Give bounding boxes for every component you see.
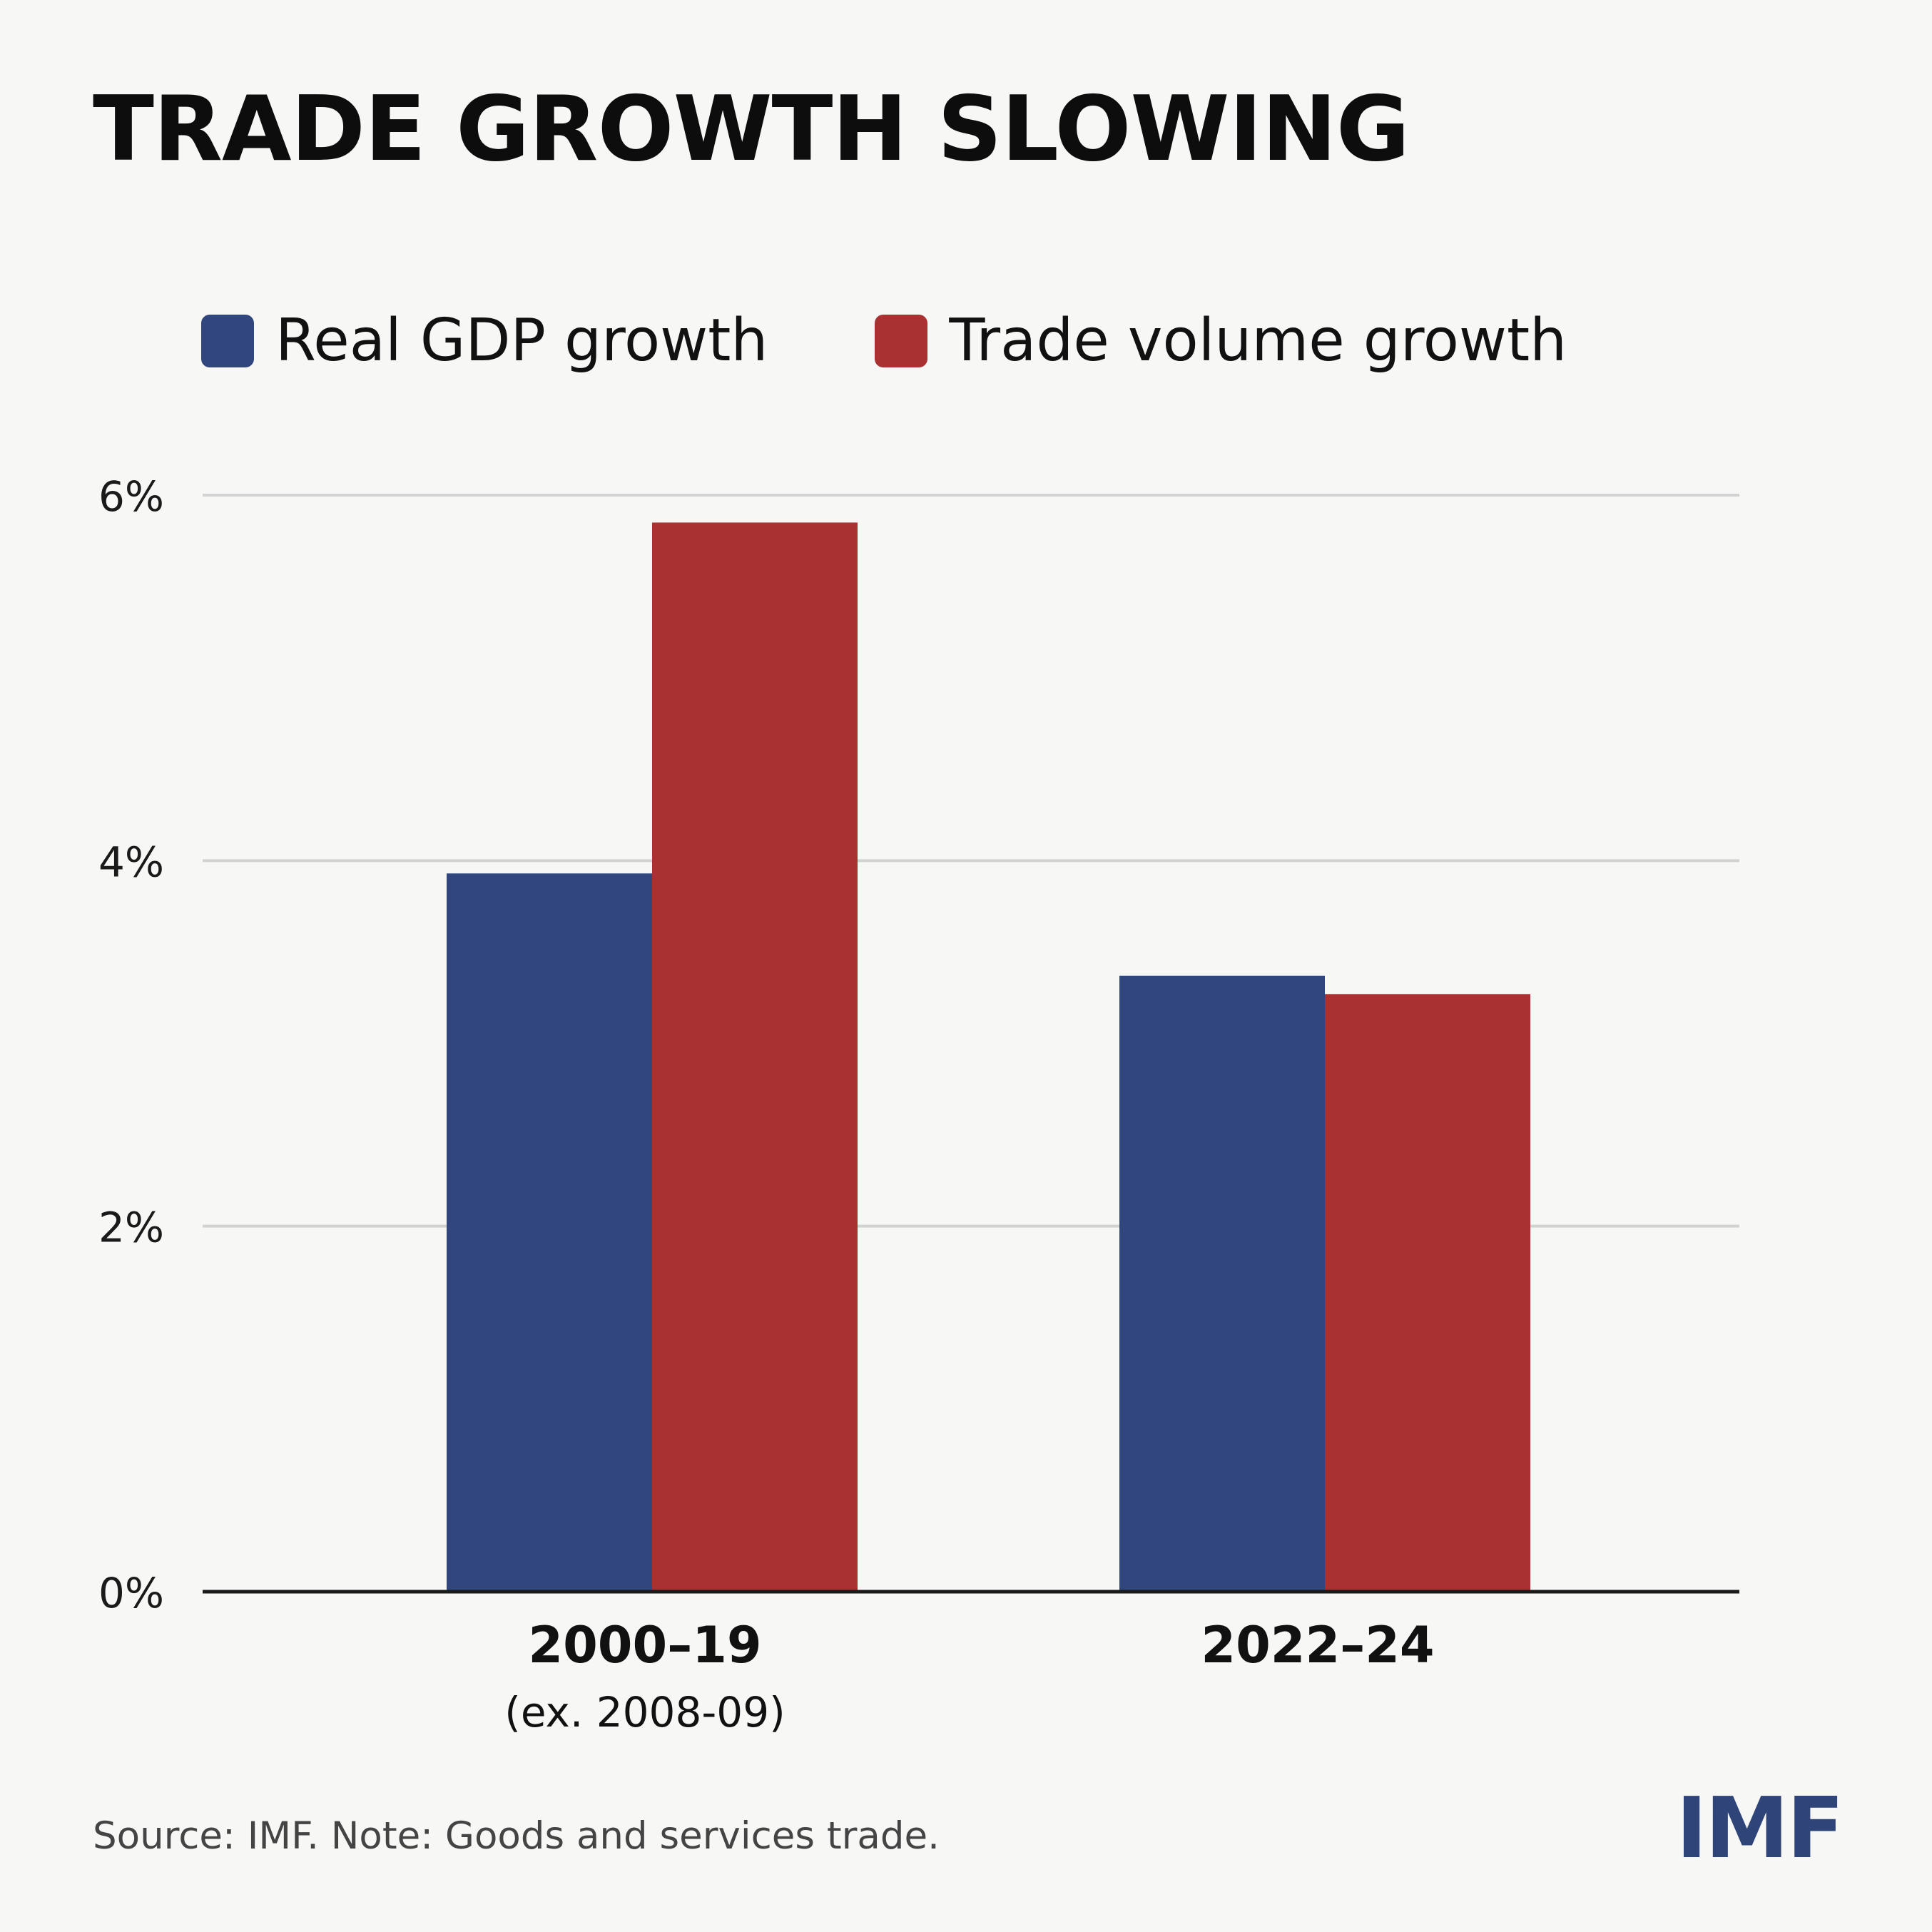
- bar-trade-volume-1: [1325, 994, 1530, 1592]
- y-tick-label: 6%: [98, 472, 164, 521]
- legend-swatch-real-gdp: [201, 314, 254, 367]
- bar-trade-volume-0: [652, 522, 858, 1592]
- legend-item-trade-volume: Trade volume growth: [875, 307, 1567, 375]
- x-tick-label: 2022–24: [1201, 1616, 1434, 1674]
- legend-label-trade-volume: Trade volume growth: [949, 307, 1567, 375]
- bar-real-gdp-0: [447, 873, 652, 1592]
- imf-logo: IMF: [1676, 1779, 1844, 1877]
- y-tick-label: 0%: [98, 1569, 164, 1617]
- y-tick-label: 4%: [98, 838, 164, 886]
- x-tick-label: 2000–19: [528, 1616, 761, 1674]
- legend-swatch-trade-volume: [875, 314, 928, 367]
- y-tick-label: 2%: [98, 1204, 164, 1252]
- x-tick-sublabel: (ex. 2008-09): [504, 1688, 785, 1737]
- legend: Real GDP growth Trade volume growth: [201, 307, 1674, 375]
- source-note: Source: IMF. Note: Goods and services tr…: [93, 1814, 940, 1858]
- legend-label-real-gdp: Real GDP growth: [275, 307, 768, 375]
- chart-title: TRADE GROWTH SLOWING: [93, 76, 1410, 181]
- bar-real-gdp-1: [1119, 975, 1325, 1592]
- legend-item-real-gdp: Real GDP growth: [201, 307, 768, 375]
